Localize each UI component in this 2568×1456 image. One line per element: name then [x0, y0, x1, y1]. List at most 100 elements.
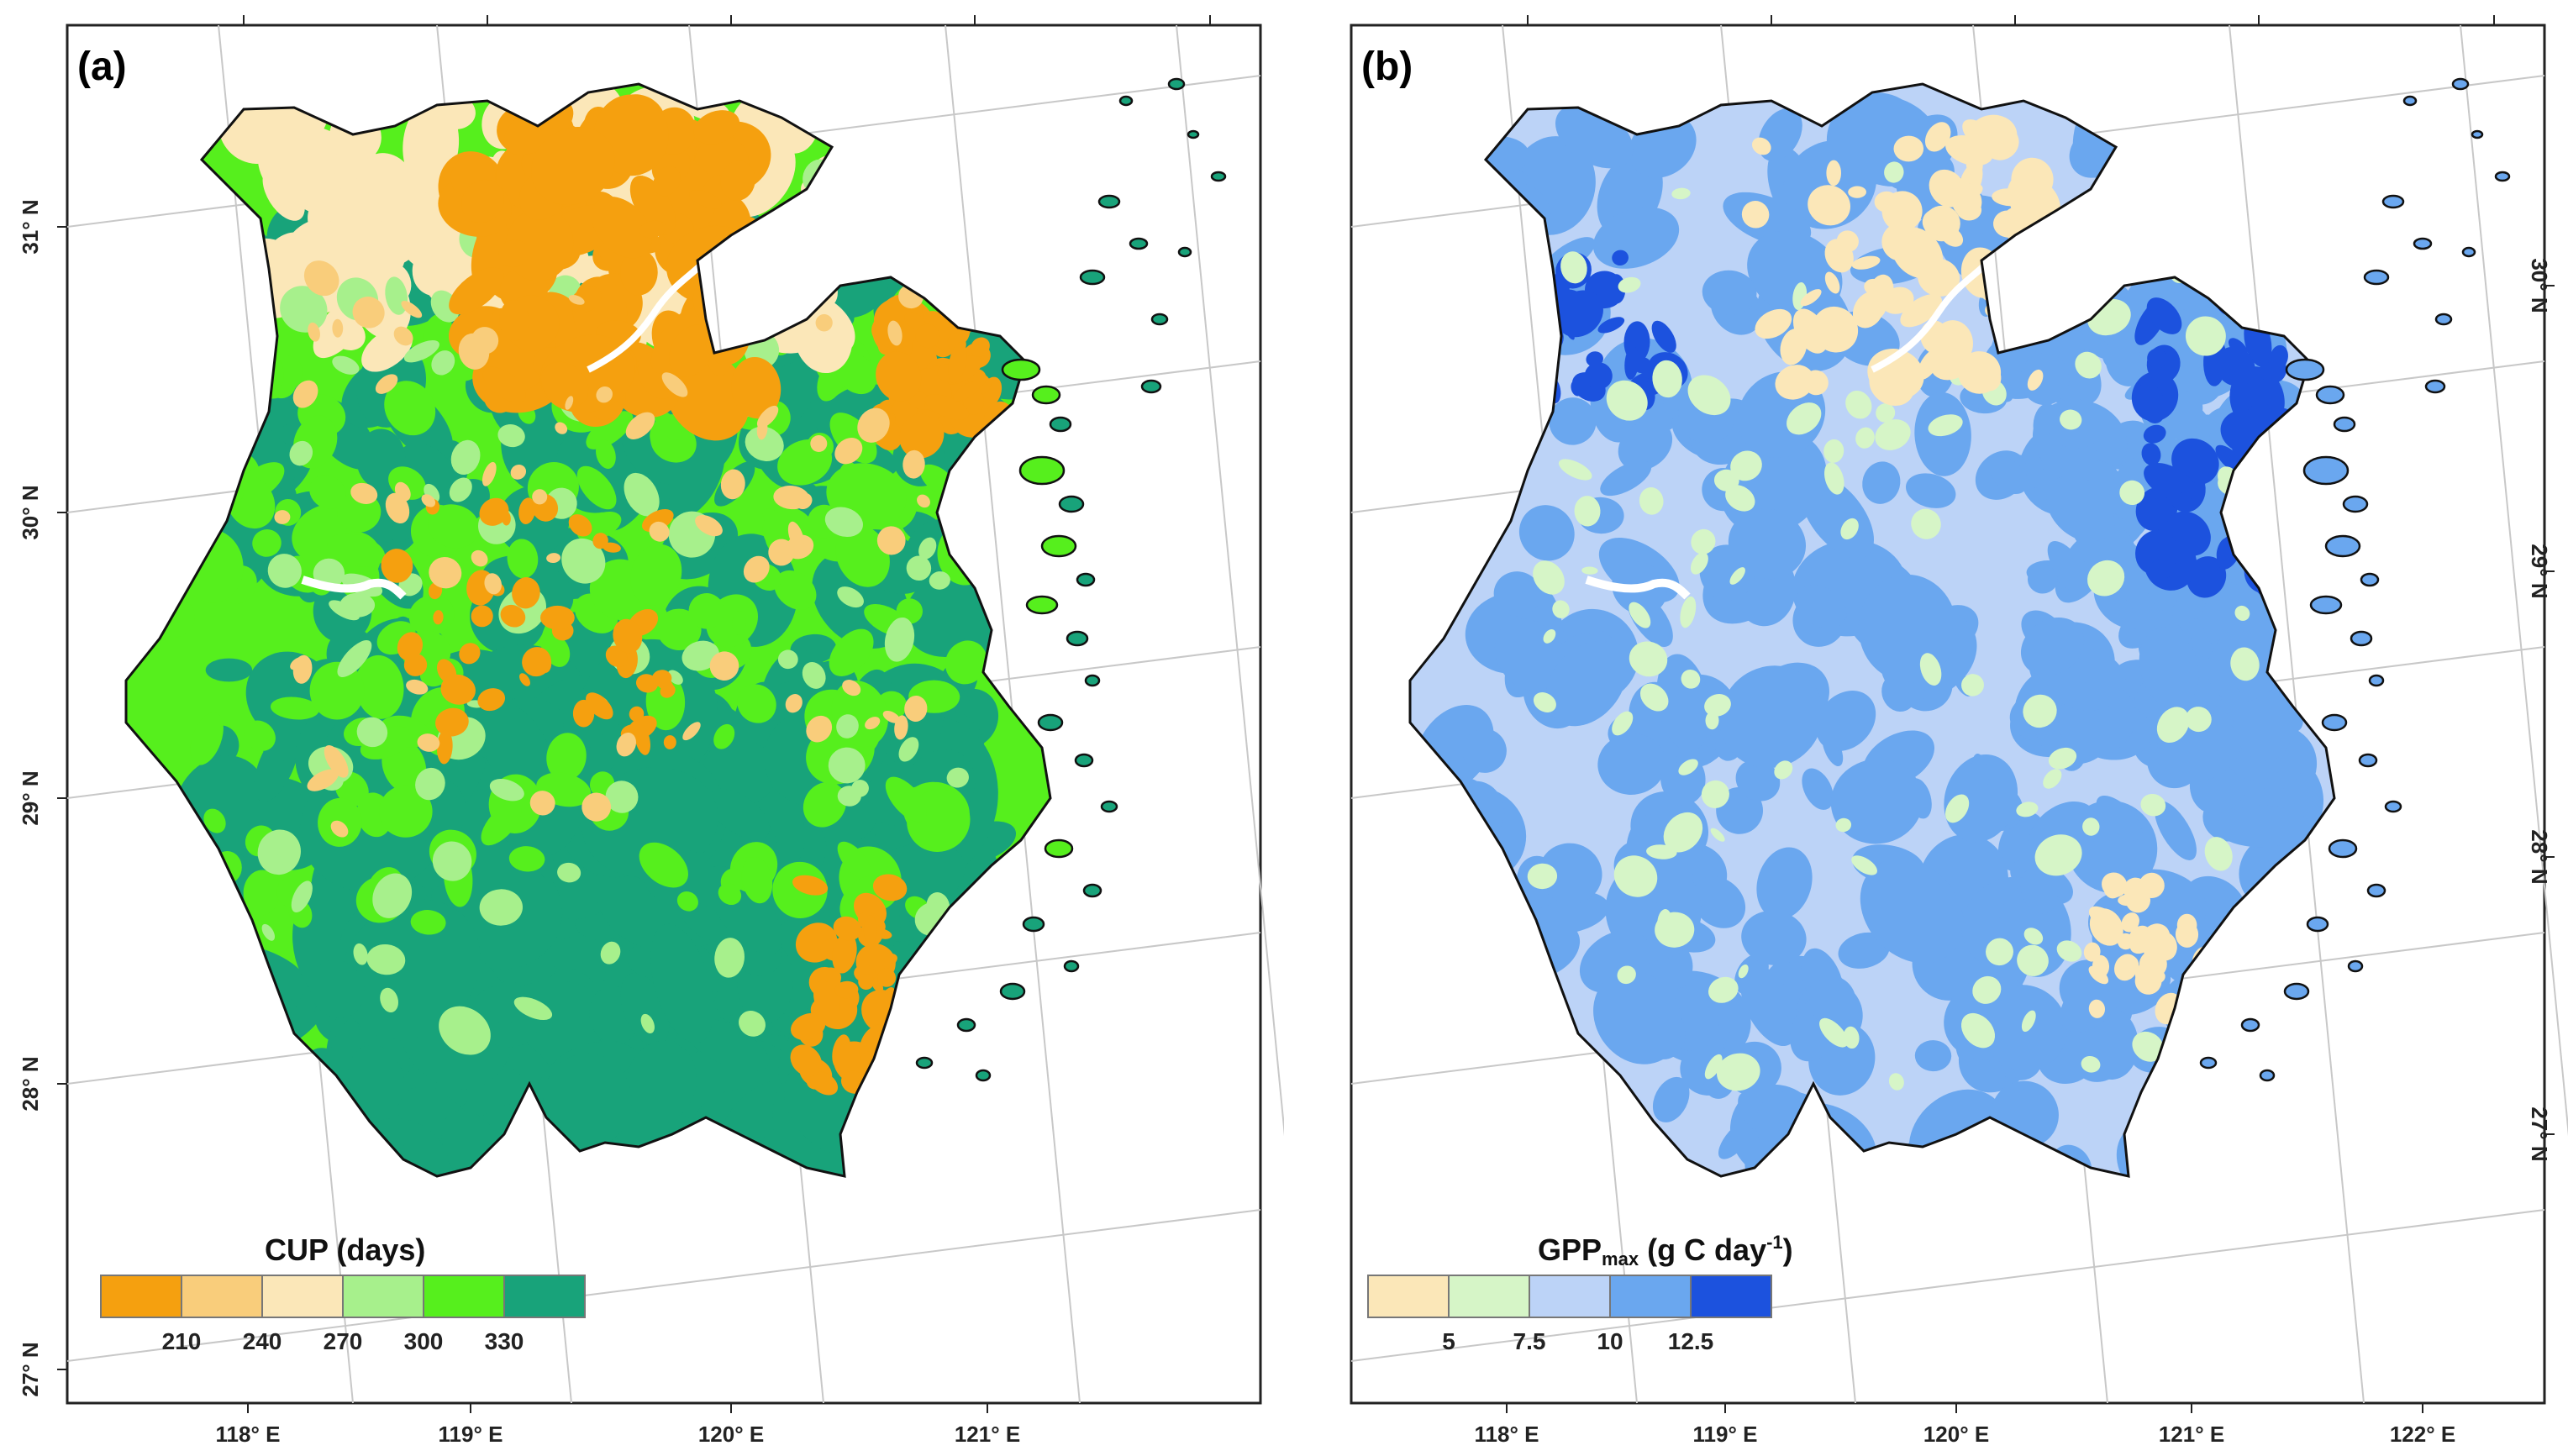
raster-patch [2233, 689, 2292, 761]
river-feature [1871, 258, 1992, 373]
raster-patch [1836, 230, 1859, 253]
lake-feature [301, 576, 407, 600]
raster-patch [461, 179, 504, 223]
raster-patch [350, 482, 378, 504]
raster-patch [1728, 508, 1806, 580]
raster-patch [586, 411, 634, 449]
raster-patch [2088, 999, 2106, 1018]
raster-patch [1830, 759, 1923, 844]
raster-patch [2117, 559, 2173, 628]
province-boundary [1408, 82, 2336, 1178]
raster-patch [1891, 227, 1944, 279]
coastal-islands [915, 77, 1227, 1082]
raster-patch [1558, 459, 1592, 481]
raster-patch [513, 996, 553, 1021]
raster-patch [1823, 462, 1844, 495]
legend-swatch [503, 1275, 586, 1318]
island [1025, 595, 1059, 615]
raster-patch [656, 608, 702, 651]
lat-label: 30° N [18, 485, 43, 539]
raster-patch [1539, 843, 1602, 904]
raster-patch [2012, 186, 2044, 220]
raster-patch [1972, 975, 2002, 1004]
raster-patch [500, 604, 526, 628]
raster-patch [1581, 566, 1598, 575]
island [2240, 1017, 2260, 1033]
raster-patch [2081, 1055, 2101, 1073]
island [2315, 385, 2345, 405]
raster-patch [1860, 858, 1964, 964]
raster-patch [857, 407, 890, 443]
raster-patch [410, 910, 446, 935]
island [1097, 194, 1121, 209]
island [2309, 595, 2343, 615]
island [1210, 171, 1227, 182]
raster-patch [291, 880, 313, 913]
raster-patch [370, 221, 408, 285]
raster-patch [450, 439, 481, 476]
lon-label: 119° E [439, 1422, 503, 1447]
raster-patch [1884, 161, 1904, 183]
raster-patch [2185, 316, 2226, 356]
raster-patch [2123, 877, 2148, 902]
raster-patch [1560, 251, 1587, 284]
raster-patch [1527, 863, 1558, 890]
raster-patch [1961, 674, 1984, 696]
raster-patch [654, 409, 682, 440]
raster-patch [2082, 817, 2100, 836]
raster-patch [481, 802, 522, 846]
raster-patch [531, 126, 615, 206]
island [2461, 246, 2476, 258]
raster-patch [885, 776, 928, 823]
raster-patch [309, 661, 365, 720]
raster-patch [292, 380, 318, 408]
raster-patch [904, 312, 926, 329]
island [2324, 534, 2361, 558]
raster-patch [773, 486, 810, 510]
raster-patch [307, 769, 339, 791]
raster-patch [600, 941, 621, 965]
raster-patch [1818, 1017, 1849, 1048]
raster-patch [1835, 817, 1852, 833]
raster-patch [1815, 691, 1876, 751]
raster-patch [876, 351, 922, 402]
coastal-islands [2199, 77, 2511, 1082]
raster-patch [244, 720, 276, 751]
raster-patch [471, 605, 493, 628]
raster-patch [397, 632, 424, 661]
raster-patch [2136, 382, 2166, 423]
island [1044, 838, 1074, 859]
raster-patch [708, 788, 770, 840]
raster-patch [815, 313, 833, 332]
raster-patch [1729, 567, 1745, 585]
raster-patch [1678, 759, 1698, 775]
raster-patch [918, 537, 937, 560]
raster-patch [484, 573, 502, 595]
raster-patch [1808, 185, 1851, 226]
island [956, 1017, 976, 1033]
raster-patch [777, 649, 798, 670]
raster-patch [624, 472, 660, 517]
raster-patch [499, 299, 529, 341]
raster-patch [510, 465, 527, 480]
raster-patch [1792, 308, 1829, 354]
meridian-line [2460, 24, 2568, 1137]
raster-patch [695, 514, 723, 537]
raster-patch [603, 542, 621, 553]
raster-patch [2060, 969, 2124, 1033]
raster-patch [1708, 976, 1739, 1003]
island [915, 1056, 934, 1070]
raster-patch [415, 767, 445, 801]
raster-patch [380, 987, 398, 1013]
parallel-line [66, 1209, 1261, 1362]
island [1063, 959, 1080, 973]
raster-patch [887, 320, 902, 346]
raster-patch [688, 593, 725, 629]
raster-patch [626, 1040, 697, 1123]
raster-patch [555, 422, 568, 434]
raster-patch [489, 778, 524, 802]
raster-patch [689, 190, 722, 209]
raster-patch [1692, 876, 1746, 928]
raster-patch [498, 239, 529, 268]
raster-patch [205, 658, 253, 682]
